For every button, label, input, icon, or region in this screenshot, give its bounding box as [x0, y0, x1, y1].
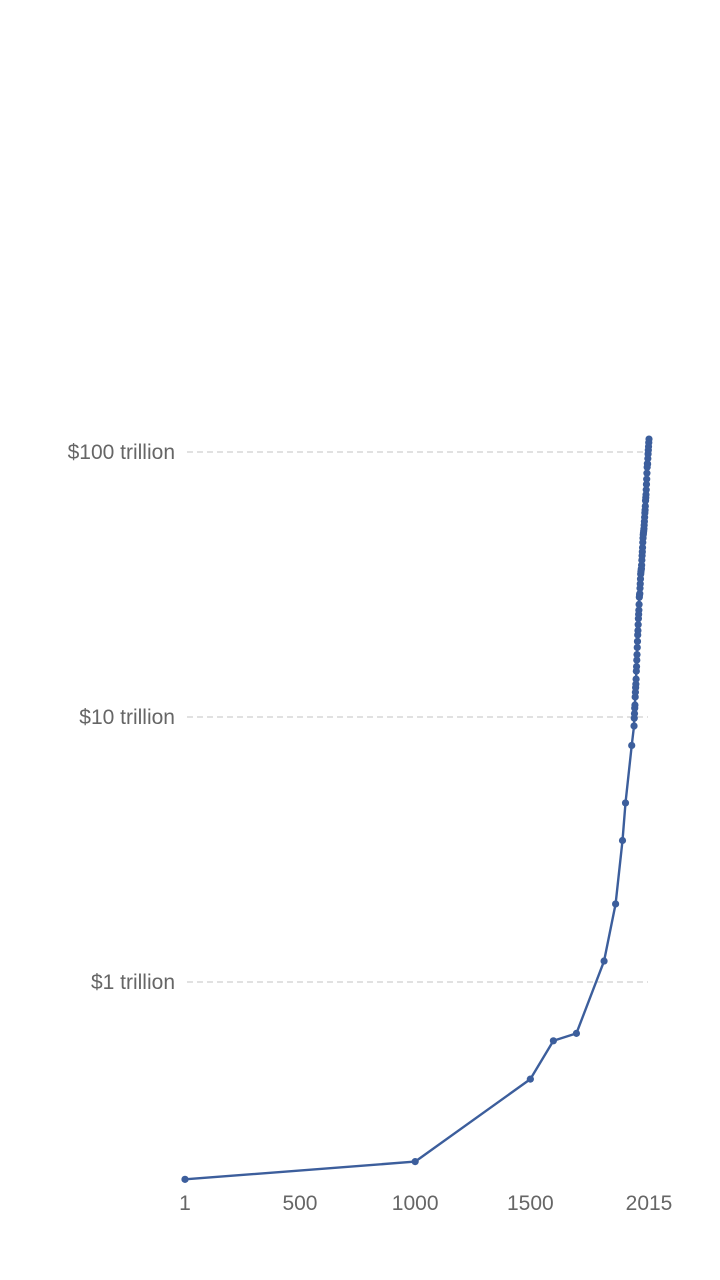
data-point [633, 650, 641, 659]
y-axis-labels: $1 trillion $10 trillion $100 trillion [68, 441, 175, 994]
data-point [635, 606, 643, 614]
data-point [630, 722, 638, 730]
y-tick-label: $1 trillion [91, 971, 175, 994]
data-point [644, 460, 652, 468]
data-point [549, 1037, 557, 1045]
data-point [621, 799, 630, 807]
y-tick-label: $10 trillion [79, 706, 175, 729]
data-point [526, 1075, 534, 1083]
data-point [411, 1158, 419, 1166]
data-point [642, 486, 650, 494]
data-point [643, 475, 651, 483]
data-point [634, 626, 642, 635]
data-point [636, 590, 644, 598]
series-line [184, 438, 651, 1181]
data-point [630, 709, 639, 718]
data-point [632, 680, 640, 688]
data-point [572, 1029, 581, 1037]
data-point [631, 701, 639, 709]
x-tick-label: 1 [179, 1192, 191, 1215]
y-tick-label: $100 trillion [68, 441, 175, 464]
data-point [633, 643, 641, 652]
data-point [600, 957, 608, 965]
data-point [638, 543, 647, 552]
data-point [643, 469, 651, 477]
x-tick-label: 2015 [626, 1192, 673, 1215]
data-point [633, 637, 642, 645]
x-tick-label: 1500 [507, 1192, 554, 1215]
data-point [628, 741, 636, 750]
data-point [635, 600, 643, 609]
data-point [634, 621, 642, 629]
data-point [611, 900, 620, 908]
data-point [638, 561, 646, 569]
x-tick-label: 1000 [392, 1192, 439, 1215]
x-axis-labels: 1 500 1000 1500 2015 [179, 1192, 672, 1215]
gridlines [187, 451, 648, 983]
data-point [632, 675, 640, 683]
data-point [632, 662, 641, 671]
data-point [618, 836, 627, 845]
data-points [181, 435, 653, 1183]
x-tick-label: 500 [282, 1192, 317, 1215]
data-point [181, 1175, 189, 1183]
data-point [633, 656, 641, 664]
data-point [645, 435, 653, 443]
data-point [641, 502, 649, 510]
data-point [642, 480, 651, 488]
